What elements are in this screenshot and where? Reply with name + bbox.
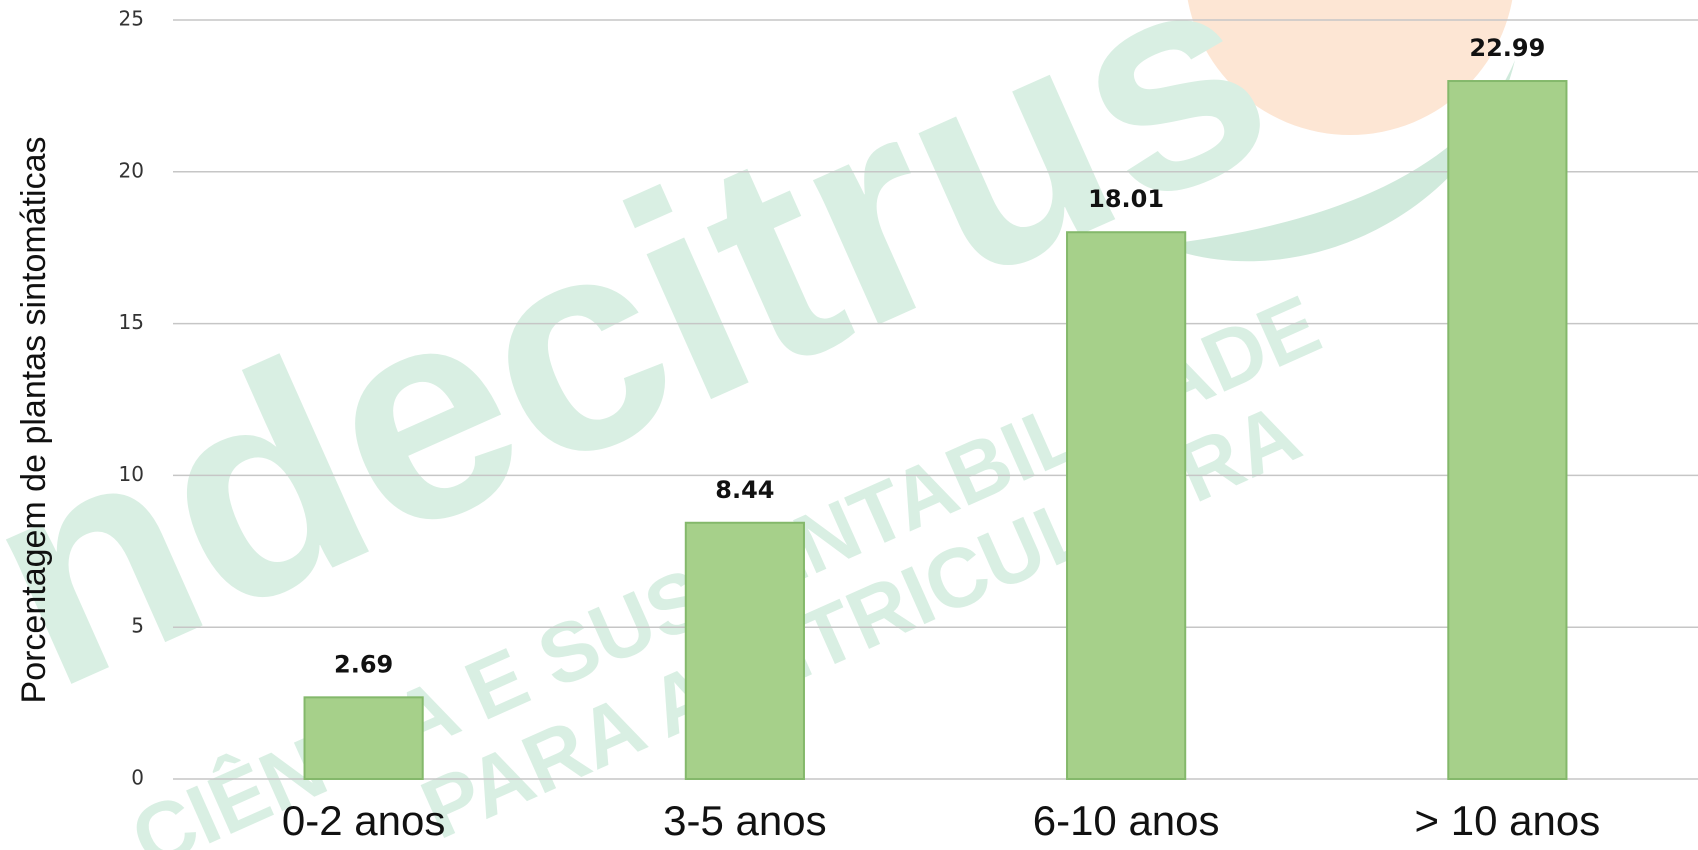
x-tick-label: 6-10 anos (1033, 797, 1220, 844)
y-tick-label: 10 (119, 462, 144, 486)
y-tick-label: 15 (119, 310, 144, 334)
bar (684, 521, 805, 780)
bar (303, 696, 424, 781)
x-tick-label: > 10 anos (1415, 797, 1601, 844)
value-label: 8.44 (715, 476, 774, 504)
y-tick-label: 25 (119, 7, 144, 31)
value-label: 2.69 (334, 650, 393, 678)
value-label: 18.01 (1088, 185, 1164, 213)
y-tick-label: 0 (131, 766, 144, 790)
y-axis-title: Porcentagem de plantas sintomáticas (15, 137, 53, 704)
value-label: 22.99 (1469, 34, 1545, 62)
y-tick-label: 20 (119, 158, 144, 182)
x-tick-label: 3-5 anos (663, 797, 826, 844)
y-tick-label: 5 (131, 614, 144, 638)
logo-swoosh (1160, 60, 1515, 262)
logo-circle (1187, 0, 1513, 135)
bar (1447, 80, 1568, 780)
bar (1066, 231, 1187, 781)
x-tick-label: 0-2 anos (282, 797, 445, 844)
